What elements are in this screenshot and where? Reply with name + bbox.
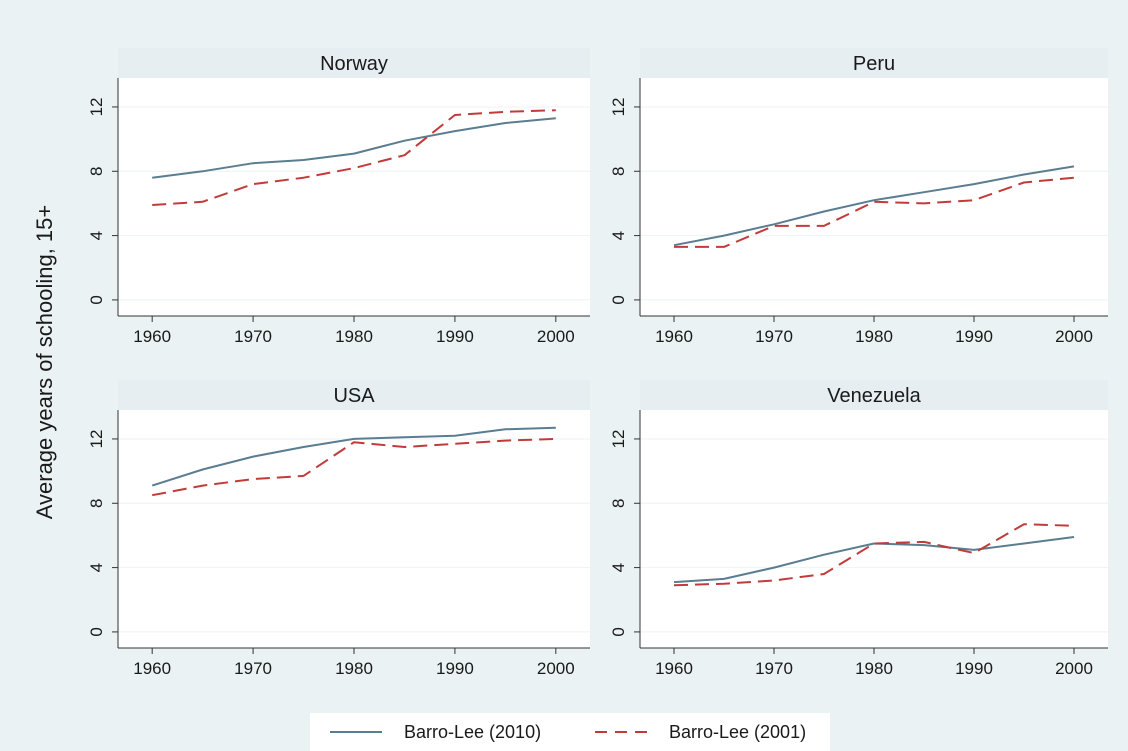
series-line-barro-lee-2010 xyxy=(673,165,1075,247)
y-tick-label: 8 xyxy=(87,499,106,508)
x-tick-label: 1980 xyxy=(855,659,893,678)
x-tick-label: 2000 xyxy=(537,659,575,678)
y-tick-label: 4 xyxy=(609,563,628,572)
x-tick-label: 1960 xyxy=(133,659,171,678)
x-tick-label: 1960 xyxy=(655,327,693,346)
y-tick-label: 8 xyxy=(609,499,628,508)
chart-legend: Barro-Lee (2010) Barro-Lee (2001) xyxy=(310,713,830,751)
y-tick-label: 0 xyxy=(609,627,628,636)
y-tick-label: 4 xyxy=(87,563,106,572)
series-line-barro-lee-2001 xyxy=(152,437,556,497)
panel-peru: Peru 0 4 8 12 1960 1970 1980 1990 2000 xyxy=(609,48,1108,346)
solid-line-icon xyxy=(330,731,382,733)
y-tick-label: 0 xyxy=(87,627,106,636)
x-tick-label: 1970 xyxy=(234,327,272,346)
panel-title-strip xyxy=(118,380,590,410)
panel-title-strip xyxy=(640,380,1108,410)
y-tick-label: 4 xyxy=(87,231,106,240)
panel-title: Venezuela xyxy=(827,385,921,407)
panel-usa: USA 0 4 8 12 1960 1970 1980 1990 2000 xyxy=(87,380,590,678)
y-tick-label: 0 xyxy=(87,295,106,304)
y-tick-label: 12 xyxy=(609,97,628,116)
dashed-line-icon xyxy=(595,731,647,733)
x-tick-label: 1980 xyxy=(335,659,373,678)
x-tick-label: 1980 xyxy=(335,327,373,346)
y-tick-label: 12 xyxy=(87,429,106,448)
legend-label: Barro-Lee (2010) xyxy=(404,722,542,742)
x-tick-label: 1970 xyxy=(755,327,793,346)
series-line-barro-lee-2010 xyxy=(673,536,1075,584)
series-line-barro-lee-2010 xyxy=(152,117,556,179)
series-line-barro-lee-2001 xyxy=(674,176,1075,248)
y-axis-title: Average years of schooling, 15+ xyxy=(32,205,57,520)
panel-norway: Norway 0 4 8 12 1960 1970 1980 1990 2000 xyxy=(87,48,590,346)
y-tick-label: 0 xyxy=(609,295,628,304)
y-tick-label: 8 xyxy=(609,167,628,176)
x-tick-label: 1990 xyxy=(955,659,993,678)
x-tick-label: 1980 xyxy=(855,327,893,346)
y-tick-label: 12 xyxy=(87,97,106,116)
plot-area xyxy=(118,410,590,648)
y-tick-label: 12 xyxy=(609,429,628,448)
x-tick-label: 2000 xyxy=(537,327,575,346)
x-tick-label: 2000 xyxy=(1055,327,1093,346)
y-tick-label: 4 xyxy=(609,231,628,240)
x-tick-label: 1990 xyxy=(436,327,474,346)
panel-title: Peru xyxy=(853,53,895,75)
x-tick-label: 2000 xyxy=(1055,659,1093,678)
legend-label: Barro-Lee (2001) xyxy=(669,722,807,742)
x-tick-label: 1960 xyxy=(133,327,171,346)
series-line-barro-lee-2001 xyxy=(673,523,1075,587)
panel-venezuela: Venezuela 0 4 8 12 1960 1970 1980 1990 2000 xyxy=(609,380,1108,678)
series-line-barro-lee-2001 xyxy=(152,109,556,206)
panel-title-strip xyxy=(118,48,590,78)
x-tick-label: 1990 xyxy=(955,327,993,346)
x-tick-label: 1970 xyxy=(234,659,272,678)
panel-title: Norway xyxy=(320,53,388,75)
plot-area xyxy=(118,78,590,316)
panel-title: USA xyxy=(333,385,375,407)
x-tick-label: 1990 xyxy=(436,659,474,678)
chart-canvas: Average years of schooling, 15+ Norway 0 4 8… xyxy=(32,48,1108,678)
x-tick-label: 1960 xyxy=(655,659,693,678)
panel-title-strip xyxy=(640,48,1108,78)
plot-area xyxy=(640,78,1108,316)
y-tick-label: 8 xyxy=(87,167,106,176)
series-line-barro-lee-2010 xyxy=(151,426,556,487)
plot-area xyxy=(640,410,1108,648)
x-tick-label: 1970 xyxy=(755,659,793,678)
